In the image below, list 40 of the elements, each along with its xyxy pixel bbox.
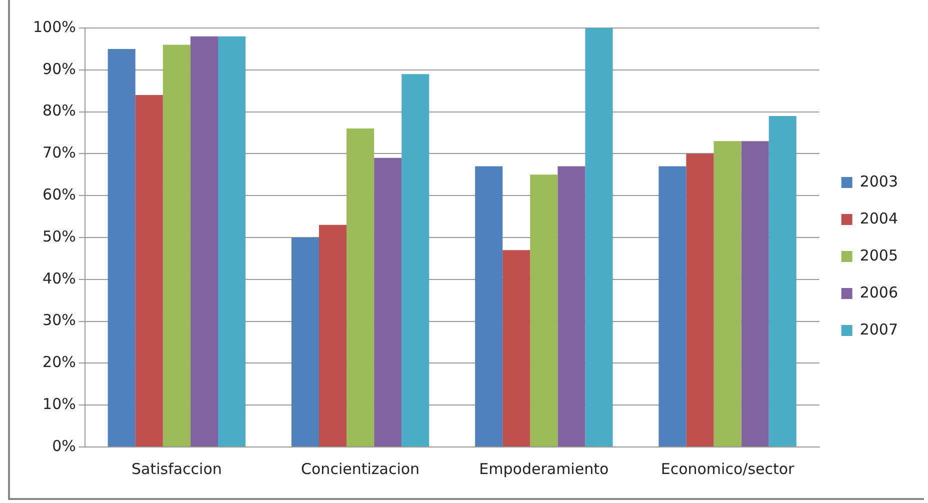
bar (741, 141, 769, 446)
y-tick-label: 100% (32, 18, 76, 36)
bar (318, 224, 347, 446)
bar (402, 74, 430, 446)
y-tick-label: 30% (42, 311, 76, 330)
bar (346, 128, 374, 446)
bar (714, 141, 742, 446)
bar (475, 166, 503, 446)
y-tick-label: 20% (42, 353, 76, 372)
y-tick-label: 70% (42, 144, 76, 162)
y-tick-label: 0% (52, 436, 76, 455)
legend-label: 2003 (860, 172, 898, 190)
x-tick-label: Satisfaccion (131, 460, 222, 478)
x-tick-label: Empoderamiento (479, 460, 609, 478)
legend-label: 2005 (860, 246, 898, 264)
bar (502, 250, 530, 446)
y-tick-label: 50% (42, 227, 76, 246)
bar (218, 36, 246, 446)
bar (686, 154, 714, 446)
bar (291, 238, 319, 446)
bar (585, 28, 613, 446)
y-tick-label: 10% (42, 394, 76, 413)
bar (768, 116, 796, 446)
bar (190, 36, 218, 446)
y-tick-label: 90% (42, 60, 76, 78)
bar (374, 158, 402, 446)
y-tick-label: 60% (42, 185, 76, 204)
bar (135, 95, 163, 446)
bar (558, 166, 586, 446)
legend-label: 2007 (860, 320, 898, 338)
x-tick-label: Concientizacion (301, 460, 420, 478)
bar (530, 174, 558, 446)
x-tick-label: Economico/sector (660, 460, 796, 478)
bar (658, 166, 686, 446)
bar (108, 48, 136, 446)
legend-label: 2006 (860, 283, 898, 302)
bar (162, 44, 190, 446)
y-tick-label: 40% (42, 269, 76, 288)
y-tick-label: 80% (42, 102, 76, 120)
legend-label: 2004 (860, 209, 898, 228)
